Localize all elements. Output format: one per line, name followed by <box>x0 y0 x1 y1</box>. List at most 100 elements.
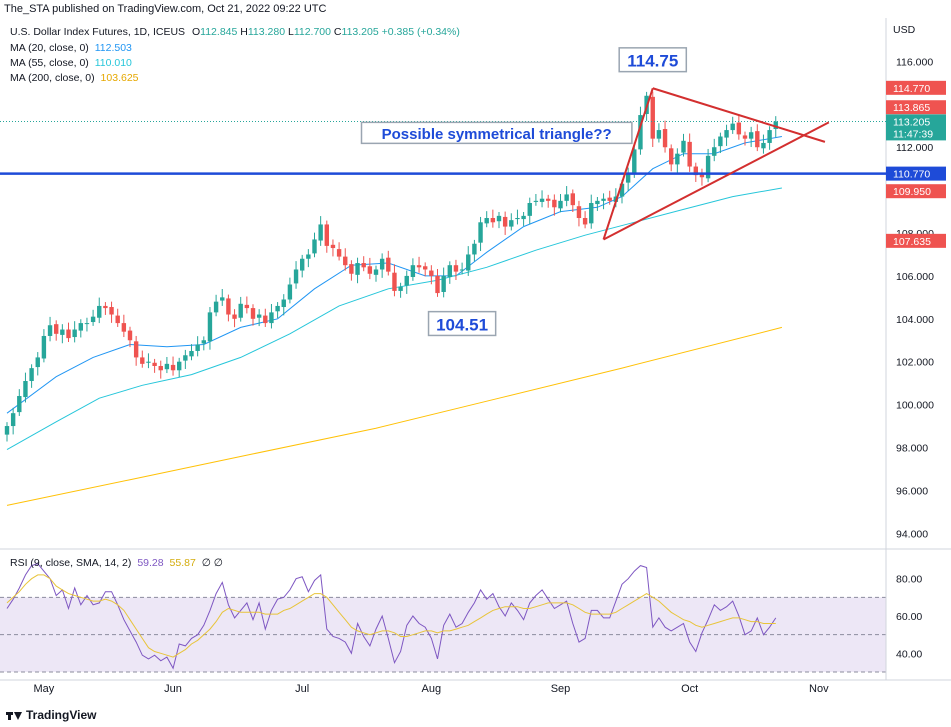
candle-body <box>699 174 705 178</box>
candle-body <box>109 307 114 315</box>
candle-body <box>379 258 385 270</box>
candle-body <box>724 130 729 138</box>
candle-body <box>170 364 176 371</box>
candle-body <box>539 198 545 202</box>
candle-body <box>429 270 434 276</box>
candle-body <box>158 365 163 371</box>
ohlc-high: 113.280 <box>247 26 286 38</box>
candle-body <box>373 269 379 275</box>
price-tick-label: 116.000 <box>896 56 933 68</box>
candle-body <box>195 344 200 351</box>
candle-body <box>232 314 237 319</box>
tradingview-logo-icon <box>6 710 22 720</box>
countdown-text: 11:47:39 <box>893 128 933 140</box>
date-tick-label: Nov <box>809 683 829 695</box>
candle-body <box>459 269 465 271</box>
candle-body <box>287 284 293 300</box>
ma20-value: 112.503 <box>94 42 132 54</box>
candle-body <box>54 324 59 334</box>
price-label-box <box>886 166 946 181</box>
candle-body <box>490 218 496 223</box>
candle-body <box>669 148 674 165</box>
candle-body <box>736 122 742 135</box>
price-label-text: 109.950 <box>893 186 931 198</box>
candle-body <box>693 166 698 176</box>
brand-name: TradingView <box>26 708 97 722</box>
rsi-label: RSI (9, close, SMA, 14, 2) <box>10 557 132 569</box>
axis-layer: USD 94.000 96.000 98.000 100.000 102.000 104.0… <box>34 24 935 695</box>
candle-body <box>318 224 323 241</box>
tradingview-brand[interactable]: TradingView <box>6 708 96 722</box>
candle-body <box>558 200 563 209</box>
candle-body <box>398 286 403 291</box>
candle-body <box>152 362 157 366</box>
price-label-text: 114.770 <box>893 83 930 95</box>
candle-body <box>78 323 83 331</box>
candle-body <box>638 115 643 150</box>
candle-body <box>410 265 416 277</box>
price-tick-label: 100.000 <box>896 400 934 412</box>
symbol-legend[interactable]: U.S. Dollar Index Futures, 1D, ICEUS O11… <box>10 26 460 38</box>
rsi-line <box>6 563 777 670</box>
triangle-left-line <box>602 87 654 240</box>
ma200-legend[interactable]: MA (200, close, 0) 103.625 <box>10 72 139 84</box>
candle-body <box>343 256 348 266</box>
price-label-text: 113.205 <box>893 116 930 128</box>
rsi-ma-value: 55.87 <box>169 557 196 569</box>
price-label-text: 113.865 <box>893 102 930 114</box>
ohlc-low-label: L <box>287 26 294 38</box>
candle-body <box>355 263 360 275</box>
price-tick-label: 94.000 <box>896 528 928 540</box>
currency-label: USD <box>893 24 916 36</box>
candle-body <box>416 265 422 268</box>
candle-body <box>367 266 373 274</box>
candle-body <box>546 198 551 201</box>
candle-body <box>226 298 231 315</box>
triangle-upper-line <box>652 87 826 143</box>
date-tick-label: Oct <box>681 683 698 695</box>
candle-body <box>47 325 53 336</box>
candle-body <box>306 254 311 259</box>
ma55-line <box>6 187 782 451</box>
candle-body <box>521 215 526 220</box>
candle-body <box>619 183 625 197</box>
ohlc-open-label: O <box>191 26 201 38</box>
price-label-box <box>886 114 946 141</box>
candle-body <box>453 265 459 272</box>
candle-body <box>705 155 711 179</box>
price-tick-label: 112.000 <box>896 142 933 154</box>
ma20-legend[interactable]: MA (20, close, 0) 112.503 <box>10 42 132 54</box>
candle-body <box>533 200 539 202</box>
ohlc-change: +0.385 (+0.34%) <box>381 26 460 38</box>
publisher-header: The_STA published on TradingView.com, Oc… <box>4 3 327 15</box>
rsi-band-layer <box>0 596 886 673</box>
ohlc-open: 112.845 <box>200 26 238 38</box>
candle-body <box>140 357 145 364</box>
date-tick-label: Sep <box>551 683 571 695</box>
ohlc-close: 113.205 <box>341 26 379 38</box>
candle-body <box>386 257 391 272</box>
ohlc-close-label: C <box>333 26 342 38</box>
ma55-legend[interactable]: MA (55, close, 0) 110.010 <box>10 57 132 69</box>
candle-body <box>189 350 194 357</box>
price-label-text: 110.770 <box>893 169 930 181</box>
price-label-box <box>886 184 946 199</box>
grid-layer <box>0 18 951 681</box>
candle-body <box>103 305 108 309</box>
ma55-label: MA (55, close, 0) <box>10 57 89 69</box>
candle-body <box>238 303 243 318</box>
candle-body <box>84 323 90 325</box>
candle-body <box>330 244 336 249</box>
rsi-value: 59.28 <box>137 557 164 569</box>
candle-body <box>35 357 40 368</box>
annotation-box <box>618 47 688 73</box>
candle-body <box>281 299 286 308</box>
annotation-text: Possible symmetrical triangle?? <box>382 126 612 143</box>
candle-body <box>66 329 71 339</box>
date-tick-label: Jun <box>164 683 182 695</box>
candle-body <box>201 340 206 344</box>
rsi-legend[interactable]: RSI (9, close, SMA, 14, 2) 59.28 55.87 ∅… <box>10 557 223 569</box>
candle-body <box>256 314 262 318</box>
price-label-box <box>886 233 946 248</box>
